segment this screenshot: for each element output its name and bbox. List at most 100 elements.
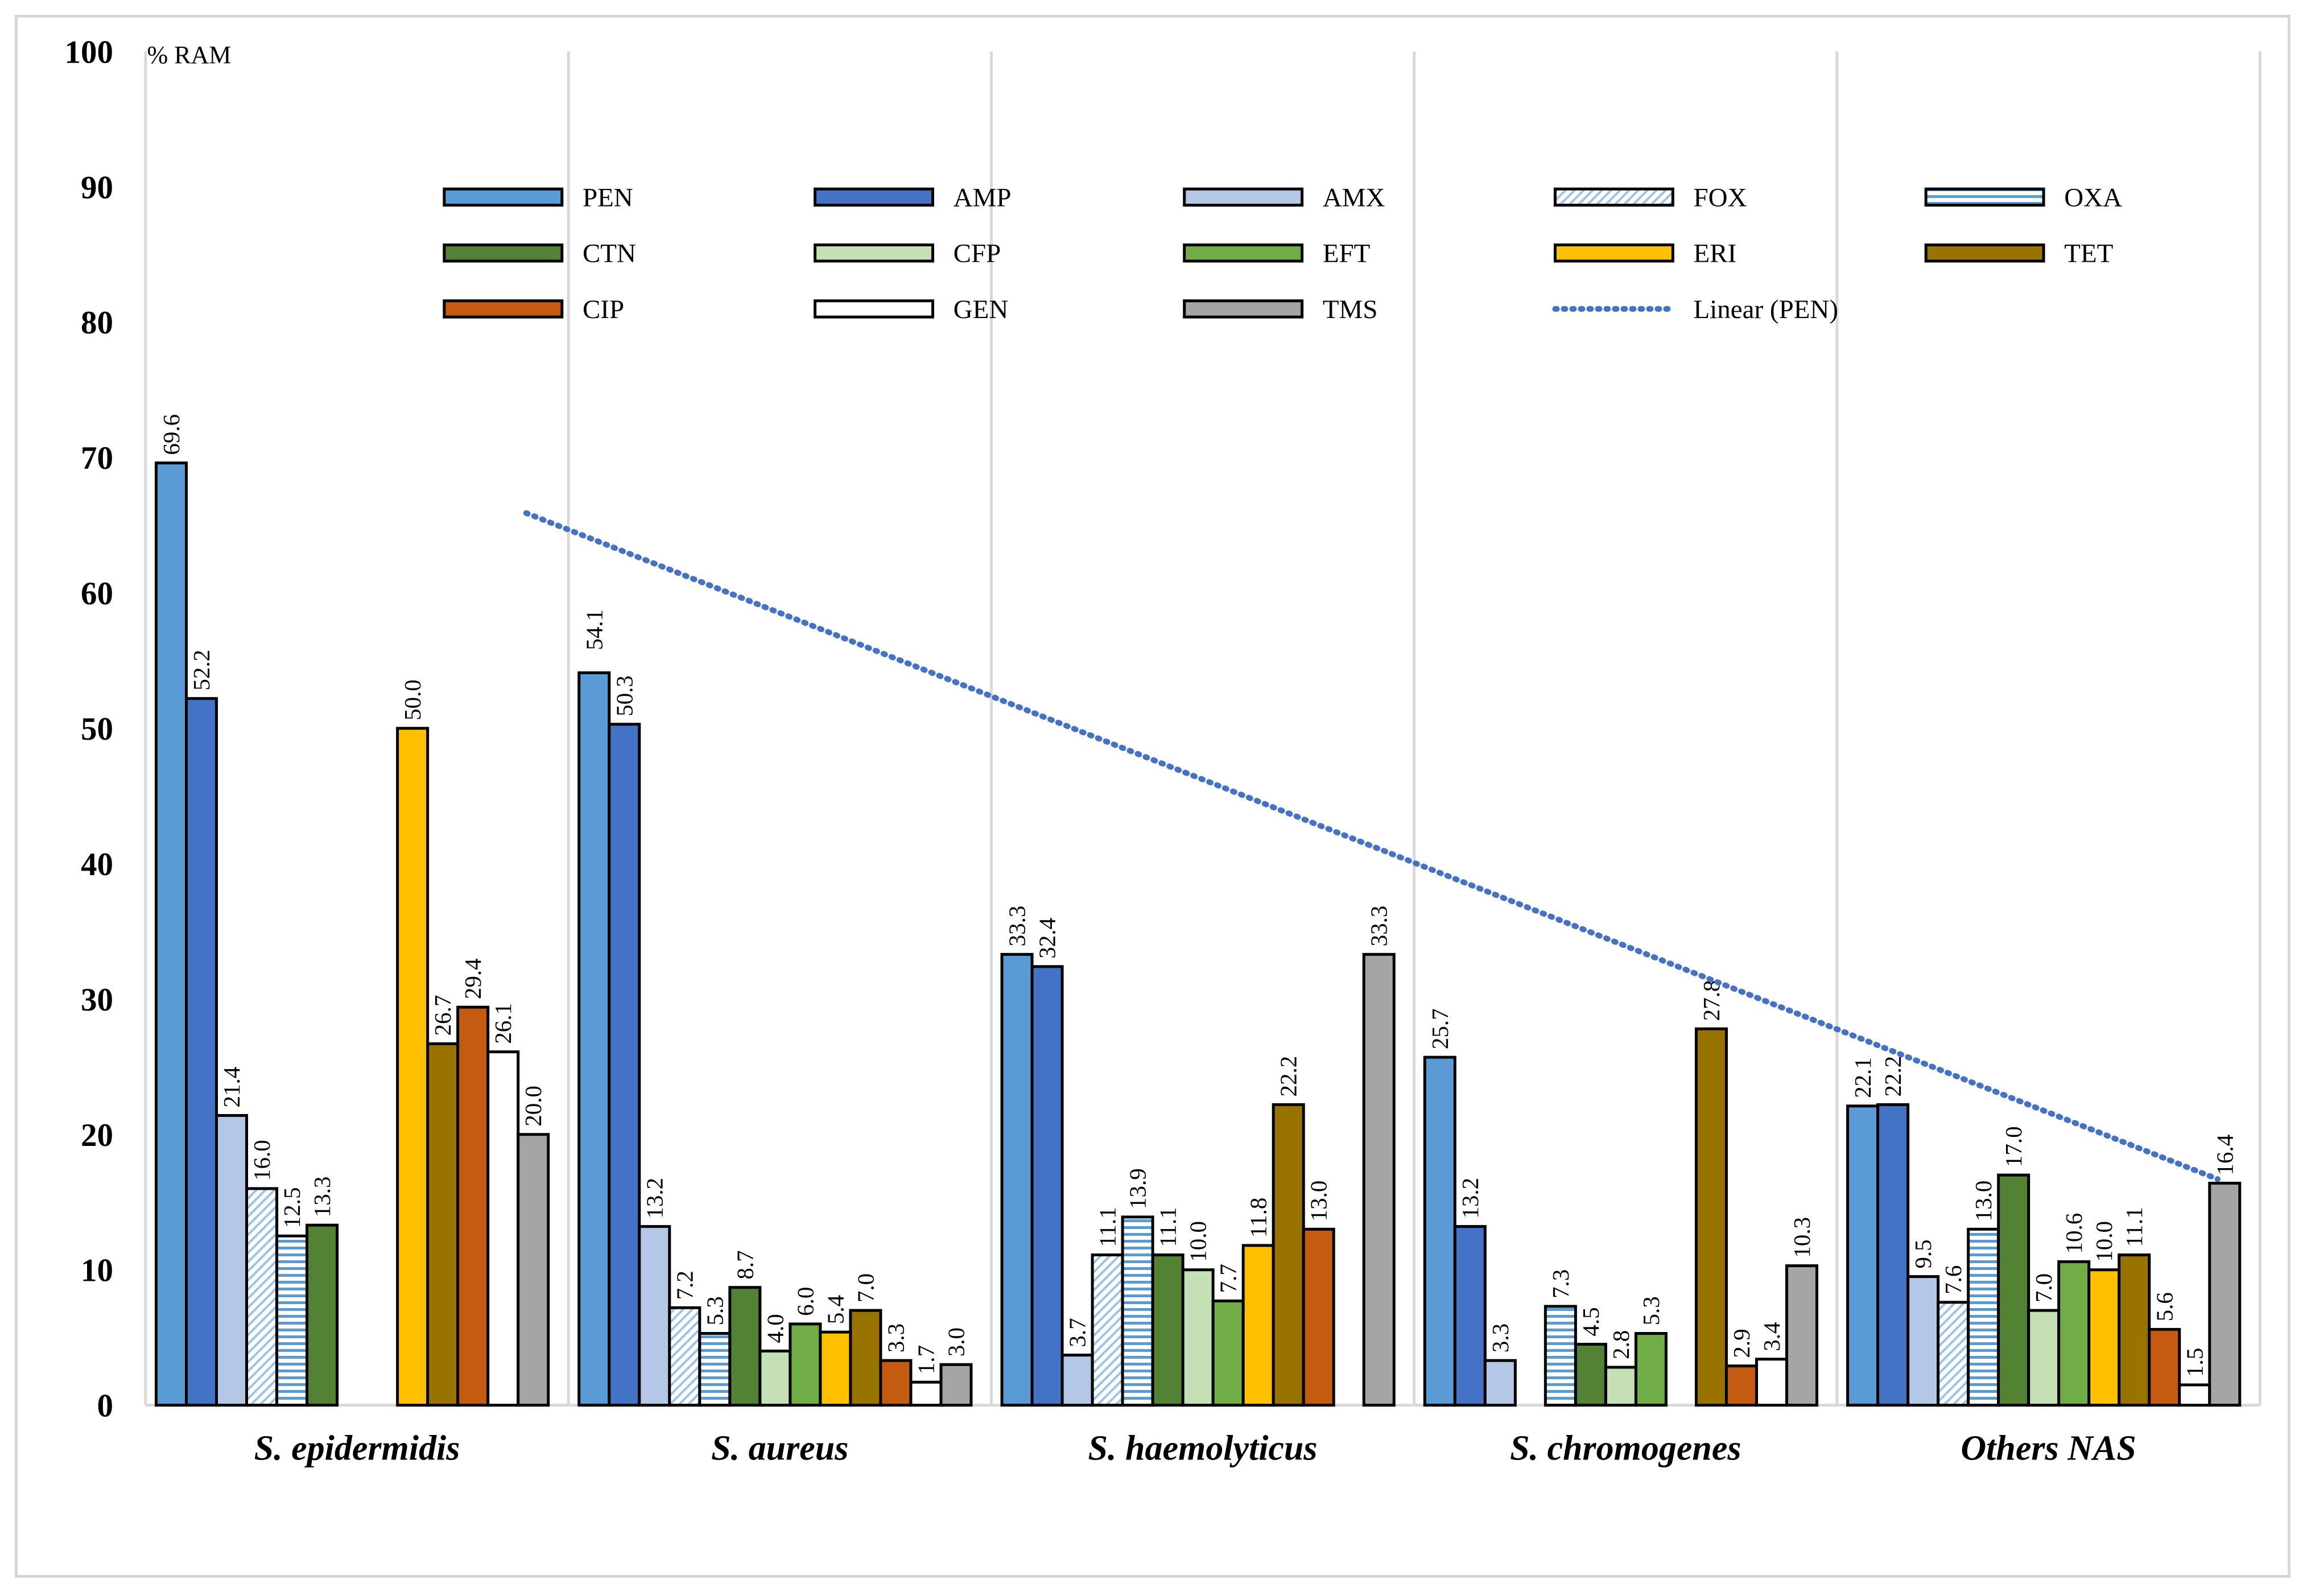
bar-gen xyxy=(486,1050,520,1407)
bar-tet xyxy=(2118,1253,2151,1407)
legend-label-gen: GEN xyxy=(954,295,1009,324)
legend-label-cfp: CFP xyxy=(954,239,1001,269)
data-label-tet: 27.8 xyxy=(1698,980,1724,1021)
bar-oxa xyxy=(275,1234,309,1407)
bar-eri xyxy=(1241,1244,1275,1407)
data-label-amp: 22.2 xyxy=(1880,1056,1906,1097)
legend-swatch-gen xyxy=(814,299,934,319)
bar-amp xyxy=(1030,965,1064,1407)
legend-swatch-tms xyxy=(1183,299,1304,319)
data-label-tms: 10.3 xyxy=(1789,1217,1815,1258)
data-label-cfp: 2.8 xyxy=(1608,1330,1634,1359)
bar-tms xyxy=(1362,952,1396,1407)
bar-tms xyxy=(1785,1264,1819,1407)
bar-tet xyxy=(1272,1103,1305,1407)
legend-swatch-oxa xyxy=(1924,187,2045,207)
data-label-amx: 21.4 xyxy=(218,1067,245,1108)
bar-pen xyxy=(1423,1055,1456,1407)
legend-swatch-pen xyxy=(443,187,564,207)
bar-amx xyxy=(215,1114,249,1407)
bar-gen xyxy=(909,1380,943,1407)
bar-fox xyxy=(668,1306,701,1407)
legend-swatch-cfp xyxy=(814,243,934,263)
y-tick-label: 90 xyxy=(81,170,113,205)
data-label-tet: 7.0 xyxy=(852,1273,878,1302)
bar-eft xyxy=(2057,1260,2091,1407)
y-tick-label: 100 xyxy=(64,34,113,70)
y-tick-label: 80 xyxy=(81,305,113,341)
data-label-ctn: 8.7 xyxy=(732,1250,758,1279)
legend-label-linear-pen-: Linear (PEN) xyxy=(1694,295,1838,324)
bar-cip xyxy=(456,1005,490,1407)
bar-cip xyxy=(1302,1227,1335,1407)
bar-cip xyxy=(1724,1364,1758,1407)
legend-label-tms: TMS xyxy=(1323,295,1378,324)
data-label-pen: 54.1 xyxy=(581,609,607,650)
bar-amp xyxy=(608,723,641,1407)
x-category-label: S. epidermidis xyxy=(254,1429,460,1467)
legend-swatch-eri xyxy=(1553,243,1674,263)
bar-oxa xyxy=(1967,1227,2000,1407)
bar-fox xyxy=(1091,1253,1124,1407)
legend-swatch-ctn xyxy=(443,243,564,263)
bar-cfp xyxy=(1181,1268,1215,1407)
bar-ctn xyxy=(306,1223,339,1407)
data-label-oxa: 7.3 xyxy=(1547,1269,1574,1298)
bar-amp xyxy=(1453,1225,1487,1407)
bar-tet xyxy=(1694,1027,1728,1407)
data-label-cip: 5.6 xyxy=(2151,1292,2177,1321)
bar-fox xyxy=(1937,1301,1970,1407)
bar-fox xyxy=(245,1187,279,1407)
label-layer: 69.6 54.1 33.3 25.7 22.1 52.2 50.3 32.4 13.2 22.2… xyxy=(158,414,2238,1377)
legend-label-cip: CIP xyxy=(583,295,624,324)
data-label-cip: 13.0 xyxy=(1306,1181,1332,1222)
legend-label-amx: AMX xyxy=(1323,183,1385,212)
bar-cfp xyxy=(758,1349,792,1407)
data-label-fox: 11.1 xyxy=(1095,1207,1121,1247)
data-label-cip: 29.4 xyxy=(460,958,486,999)
legend-label-eft: EFT xyxy=(1323,239,1371,269)
bar-ctn xyxy=(1151,1253,1185,1407)
chart-frame: 0 10 20 30 40 50 60 70 80 90 100 % RAM S. epidermidi… xyxy=(15,15,2291,1578)
data-label-eri: 5.4 xyxy=(822,1295,848,1324)
data-label-pen: 25.7 xyxy=(1427,1008,1453,1049)
bar-eft xyxy=(789,1322,822,1407)
legend-label-ctn: CTN xyxy=(583,239,636,269)
data-label-cfp: 10.0 xyxy=(1185,1221,1211,1262)
y-tick-label: 30 xyxy=(81,982,113,1018)
y-axis-unit-label: % RAM xyxy=(147,41,231,69)
legend-swatch-amx xyxy=(1183,187,1304,207)
legend-label-amp: AMP xyxy=(954,183,1012,212)
bar-oxa xyxy=(698,1332,732,1407)
data-label-tet: 26.7 xyxy=(430,995,456,1036)
legend-label-tet: TET xyxy=(2064,239,2113,269)
data-label-tet: 11.1 xyxy=(2121,1207,2147,1247)
y-tick-label: 40 xyxy=(81,847,113,882)
bar-amx xyxy=(1060,1354,1094,1407)
bar-gen xyxy=(2178,1383,2211,1407)
bar-ctn xyxy=(728,1286,762,1407)
data-label-eft: 6.0 xyxy=(792,1287,818,1316)
x-category-label: S. haemolyticus xyxy=(1088,1429,1318,1467)
legend-layer: PEN AMP AMX FOX OXA CTN CFP EFT ERI TET CIP GEN TMS L… xyxy=(443,183,2122,324)
bar-pen xyxy=(577,671,611,1407)
legend-label-eri: ERI xyxy=(1694,239,1737,269)
bar-pen xyxy=(1846,1104,1880,1407)
bar-cip xyxy=(879,1359,913,1407)
data-label-amx: 3.3 xyxy=(1487,1323,1513,1352)
legend-swatch-amp xyxy=(814,187,934,207)
bar-amx xyxy=(1906,1275,1940,1407)
bar-tms xyxy=(517,1133,550,1407)
axis-layer: 0 10 20 30 40 50 60 70 80 90 100 % RAM S. epidermidi… xyxy=(64,34,2136,1467)
data-label-amx: 9.5 xyxy=(1910,1239,1936,1268)
bar-tet xyxy=(849,1309,882,1407)
legend-label-pen: PEN xyxy=(583,183,633,212)
trend-layer xyxy=(523,510,2221,1182)
data-label-tms: 16.4 xyxy=(2211,1135,2238,1176)
bar-ctn xyxy=(1574,1343,1607,1407)
bar-amx xyxy=(1483,1359,1517,1407)
data-label-ctn: 11.1 xyxy=(1155,1207,1181,1247)
data-label-fox: 7.6 xyxy=(1940,1265,1966,1294)
bar-eft xyxy=(1211,1299,1245,1407)
data-label-oxa: 13.0 xyxy=(1970,1181,1996,1222)
